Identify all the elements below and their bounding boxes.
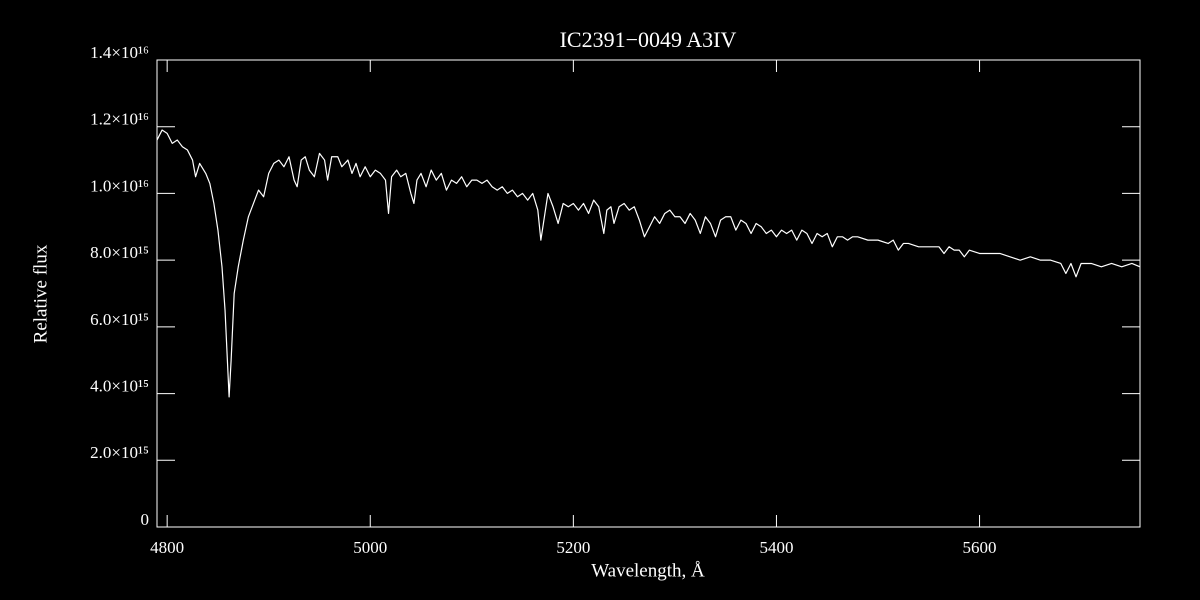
y-tick-label: 4.0×10¹⁵ bbox=[90, 376, 149, 395]
y-tick-label: 6.0×10¹⁵ bbox=[90, 310, 149, 329]
x-tick-label: 5400 bbox=[759, 538, 793, 557]
spectrum-line bbox=[156, 129, 1141, 398]
x-tick-label: 4800 bbox=[150, 538, 184, 557]
x-tick-label: 5600 bbox=[963, 538, 997, 557]
y-tick-label: 2.0×10¹⁵ bbox=[90, 443, 149, 462]
y-tick-label: 1.0×10¹⁶ bbox=[90, 176, 149, 195]
plot-frame bbox=[156, 59, 1141, 528]
x-axis-label: Wavelength, Å bbox=[591, 560, 705, 581]
chart-title: IC2391−0049 A3IV bbox=[560, 27, 737, 52]
x-tick-label: 5200 bbox=[556, 538, 590, 557]
y-tick-label: 1.4×10¹⁶ bbox=[90, 43, 149, 62]
y-tick-label: 8.0×10¹⁵ bbox=[90, 243, 149, 262]
y-tick-label: 1.2×10¹⁶ bbox=[90, 110, 149, 129]
x-tick-label: 5000 bbox=[353, 538, 387, 557]
y-tick-label: 0 bbox=[141, 510, 150, 529]
y-axis-label: Relative flux bbox=[30, 244, 51, 343]
